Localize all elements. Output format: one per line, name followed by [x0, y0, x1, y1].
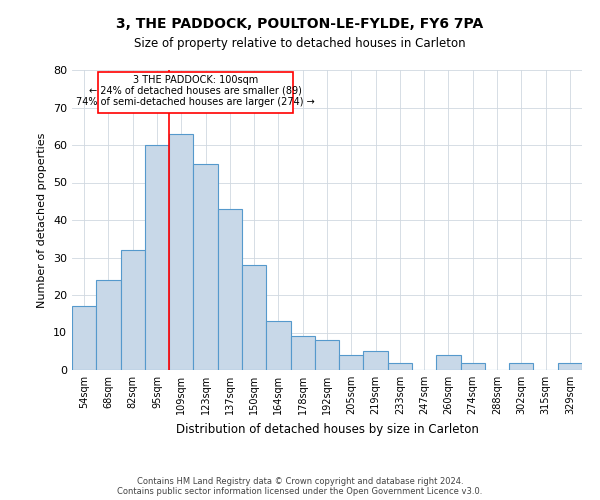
Bar [193, 164, 218, 370]
Bar [242, 265, 266, 370]
Bar [364, 351, 388, 370]
Bar [509, 362, 533, 370]
Text: ← 24% of detached houses are smaller (89): ← 24% of detached houses are smaller (89… [89, 86, 302, 96]
Bar [461, 362, 485, 370]
Text: 3, THE PADDOCK, POULTON-LE-FYLDE, FY6 7PA: 3, THE PADDOCK, POULTON-LE-FYLDE, FY6 7P… [116, 18, 484, 32]
Bar [315, 340, 339, 370]
Bar [96, 280, 121, 370]
Text: Size of property relative to detached houses in Carleton: Size of property relative to detached ho… [134, 38, 466, 51]
Bar [558, 362, 582, 370]
Bar [169, 134, 193, 370]
X-axis label: Distribution of detached houses by size in Carleton: Distribution of detached houses by size … [176, 422, 478, 436]
Y-axis label: Number of detached properties: Number of detached properties [37, 132, 47, 308]
Text: Contains HM Land Registry data © Crown copyright and database right 2024.: Contains HM Land Registry data © Crown c… [137, 476, 463, 486]
Text: 3 THE PADDOCK: 100sqm: 3 THE PADDOCK: 100sqm [133, 75, 258, 85]
Bar [436, 355, 461, 370]
Bar [72, 306, 96, 370]
Bar [266, 322, 290, 370]
Text: 74% of semi-detached houses are larger (274) →: 74% of semi-detached houses are larger (… [76, 97, 314, 107]
Bar [145, 145, 169, 370]
Bar [121, 250, 145, 370]
Bar [290, 336, 315, 370]
Bar [218, 209, 242, 370]
Bar [97, 72, 293, 113]
Bar [339, 355, 364, 370]
Bar [388, 362, 412, 370]
Text: Contains public sector information licensed under the Open Government Licence v3: Contains public sector information licen… [118, 486, 482, 496]
